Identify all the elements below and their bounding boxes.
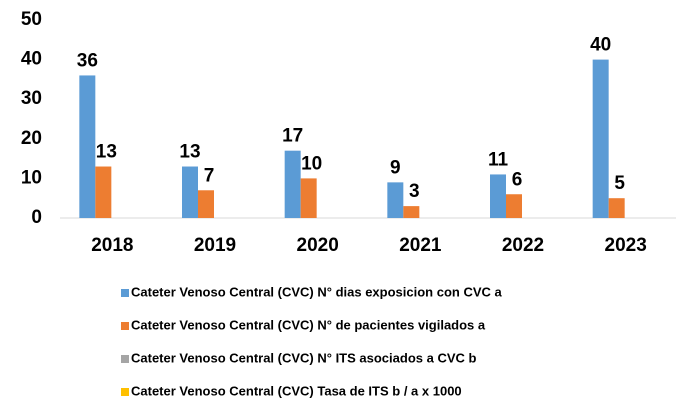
data-label: 3 [409, 181, 420, 202]
data-label: 17 [282, 126, 303, 147]
legend-label: Cateter Venoso Central (CVC) N° ITS asoc… [131, 350, 477, 365]
bar [608, 198, 625, 218]
bar [506, 194, 522, 218]
legend-swatch [121, 388, 129, 396]
bar [79, 75, 96, 218]
data-label: 13 [96, 142, 117, 163]
x-tick-label: 2019 [194, 235, 236, 256]
data-label: 13 [179, 142, 200, 163]
legend-label: Cateter Venoso Central (CVC) N° de pacie… [131, 317, 486, 332]
legend-swatch [121, 322, 129, 330]
x-tick-label: 2021 [399, 235, 442, 256]
x-tick-label: 2018 [91, 235, 133, 256]
y-tick-label: 50 [21, 9, 42, 30]
legend-label: Cateter Venoso Central (CVC) N° dias exp… [131, 284, 502, 299]
y-tick-label: 20 [21, 128, 42, 149]
data-label: 9 [390, 157, 401, 178]
y-tick-label: 30 [21, 88, 42, 109]
bar [592, 59, 609, 218]
bar [182, 166, 198, 218]
x-tick-label: 2022 [502, 235, 544, 256]
bar [300, 178, 317, 218]
y-tick-label: 40 [21, 49, 42, 70]
bar [490, 174, 506, 218]
bar [284, 150, 301, 218]
data-label: 10 [301, 153, 322, 174]
bar [387, 182, 404, 218]
data-label: 36 [77, 50, 98, 71]
x-tick-label: 2020 [297, 235, 339, 256]
bar [95, 166, 112, 218]
legend-label: Cateter Venoso Central (CVC) Tasa de ITS… [131, 383, 462, 398]
data-label: 40 [590, 35, 611, 56]
data-label: 5 [614, 173, 625, 194]
data-label: 6 [512, 169, 523, 190]
data-label: 11 [488, 149, 509, 170]
legend-swatch [121, 289, 129, 297]
x-tick-label: 2023 [605, 235, 647, 256]
bar [198, 190, 214, 218]
legend-swatch [121, 355, 129, 363]
y-tick-label: 10 [21, 167, 42, 188]
y-tick-label: 0 [31, 207, 42, 228]
data-label: 7 [204, 165, 215, 186]
bar [403, 206, 420, 218]
